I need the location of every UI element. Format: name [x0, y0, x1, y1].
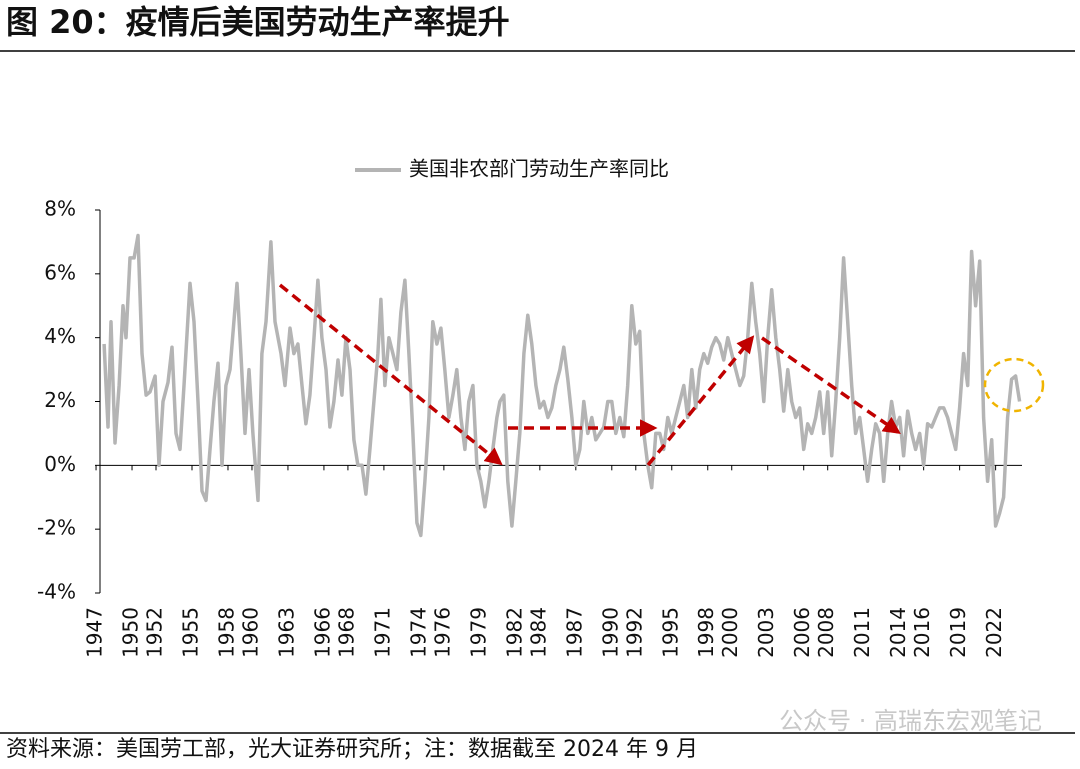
x-tick-label: 2022 [982, 607, 1006, 658]
x-tick-label: 2003 [754, 607, 778, 658]
x-tick-label: 1984 [526, 607, 550, 658]
x-tick-label: 1971 [370, 607, 394, 658]
x-tick-label: 1979 [466, 607, 490, 658]
x-tick-label: 1947 [83, 607, 107, 658]
plot-area: -4% -2% 0% 2% 4% 6% 8% 1947 1950 1952 1955 1958 1960… [37, 157, 1022, 658]
annotations [278, 283, 901, 467]
legend-label: 美国非农部门劳动生产率同比 [409, 157, 669, 181]
x-tick-label: 2014 [886, 607, 910, 658]
x-tick-label: 1966 [310, 607, 334, 658]
data-line [102, 233, 1022, 538]
y-tick-label: -4% [37, 580, 76, 604]
y-tick-label: 4% [44, 324, 76, 348]
x-tick-label: 1976 [430, 607, 454, 658]
x-tick-label: 1968 [334, 607, 358, 658]
x-tick-label: 1995 [658, 607, 682, 658]
x-tick-label: 2019 [946, 607, 970, 658]
source-note: 资料来源：美国劳工部，光大证券研究所；注：数据截至 2024 年 9 月 [6, 737, 698, 762]
y-tick-label: -2% [37, 516, 76, 540]
highlight-circle [983, 357, 1045, 413]
y-tick-label: 6% [44, 260, 76, 284]
y-tick-label: 8% [44, 197, 76, 221]
x-tick-label: 2016 [910, 607, 934, 658]
x-tick-label: 1958 [214, 607, 238, 658]
x-tick-label: 1950 [119, 607, 143, 658]
x-tick-label: 1992 [622, 607, 646, 658]
x-tick-label: 2008 [814, 607, 838, 658]
x-tick-label: 1963 [274, 607, 298, 658]
arrow [646, 335, 755, 467]
y-tick-label: 0% [44, 452, 76, 476]
x-tick-label: 1955 [178, 607, 202, 658]
x-tick-label: 2011 [850, 607, 874, 658]
x-tick-label: 1998 [694, 607, 718, 658]
x-tick-label: 1990 [598, 607, 622, 658]
x-tick-label: 1974 [406, 607, 430, 658]
x-tick-label: 1987 [562, 607, 586, 658]
y-tick-label: 2% [44, 388, 76, 412]
x-tick-label: 1960 [238, 607, 262, 658]
x-tick-label: 2000 [718, 607, 742, 658]
x-tick-label: 1952 [143, 607, 167, 658]
x-tick-label: 1982 [502, 607, 526, 658]
x-tick-label: 2006 [790, 607, 814, 658]
arrow [761, 336, 901, 434]
watermark: 公众号 · 高瑞东宏观笔记 [779, 707, 1042, 735]
chart-title: 图 20：疫情后美国劳动生产率提升 [6, 3, 510, 41]
